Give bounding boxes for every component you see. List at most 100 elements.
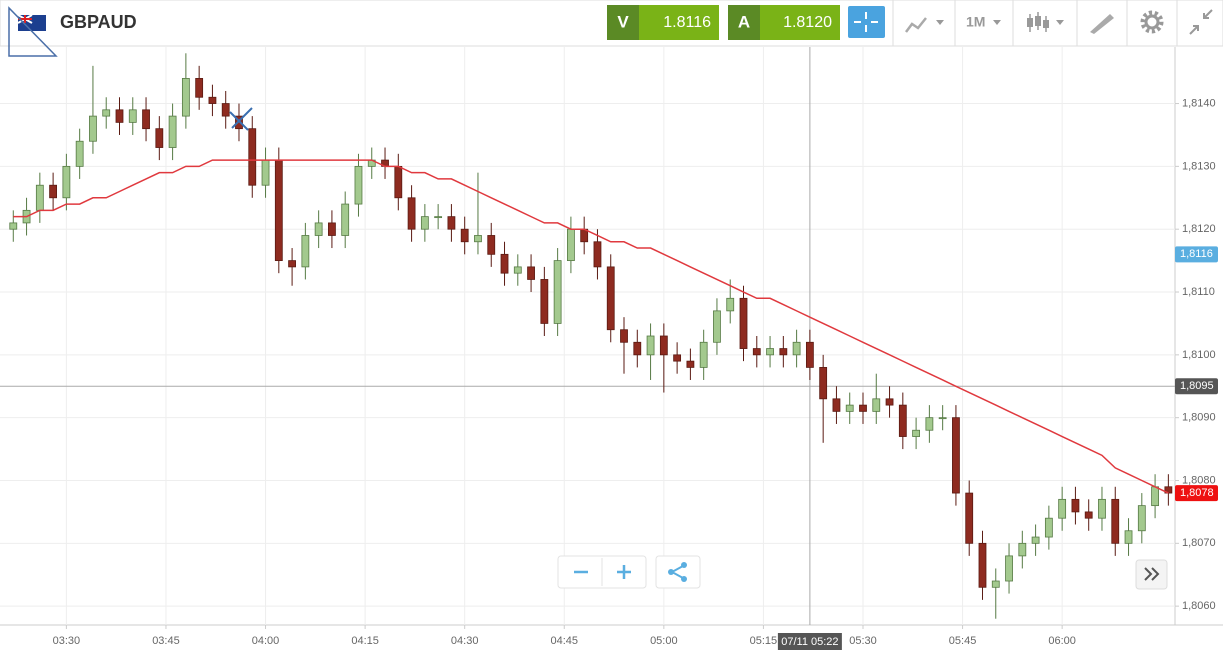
candle-body — [713, 310, 721, 343]
collapse-icon[interactable] — [1189, 9, 1213, 35]
scroll-to-end[interactable] — [1135, 559, 1168, 590]
candle-body — [925, 417, 934, 431]
candle-body — [779, 348, 788, 356]
candle-body — [1137, 505, 1146, 532]
x-tick-label: 04:00 — [252, 635, 280, 647]
candle-body — [447, 216, 456, 230]
sell-label: V — [617, 12, 629, 31]
candle-body — [1058, 498, 1067, 519]
dropdown-arrow — [1056, 20, 1064, 25]
y-tick-label: 1,8070 — [1182, 537, 1216, 549]
x-tick-label: 05:45 — [949, 635, 977, 647]
candle-body — [1018, 542, 1027, 557]
candle-body — [673, 354, 682, 362]
indicator-body — [1035, 16, 1041, 26]
buy-label: A — [738, 12, 750, 31]
y-tick-label: 1,8120 — [1182, 223, 1216, 235]
candle-body — [991, 580, 1000, 588]
drawing-tool[interactable] — [1090, 14, 1114, 34]
candle-body — [89, 115, 97, 142]
buy-button[interactable]: A 1.8120 — [728, 5, 840, 40]
indicator-body — [1027, 18, 1033, 27]
candle-body — [872, 398, 881, 412]
buy-price-box — [760, 5, 840, 40]
candle-body — [9, 222, 18, 230]
candle-body — [553, 260, 562, 324]
zoom-in[interactable] — [617, 565, 631, 579]
candle-body — [301, 235, 310, 268]
x-tick-label: 06:00 — [1048, 635, 1076, 647]
chart-type-menu[interactable] — [905, 17, 944, 33]
candle-body — [726, 297, 735, 312]
y-tick-label: 1,8100 — [1182, 349, 1216, 361]
price-marker-label: 1,8116 — [1180, 248, 1213, 260]
candle-body — [620, 329, 628, 343]
gear-ring — [1144, 14, 1160, 30]
candle-body — [659, 335, 668, 356]
candle-body — [420, 216, 429, 230]
candle-body — [248, 128, 257, 186]
settings[interactable] — [1140, 10, 1164, 34]
price-marker — [1175, 485, 1218, 502]
indicator-menu[interactable] — [1027, 12, 1064, 32]
candle-body — [912, 429, 921, 437]
candle-body — [965, 492, 974, 544]
x-tick-label: 03:30 — [53, 635, 81, 647]
flag[interactable] — [17, 14, 46, 31]
dropdown-arrow — [936, 20, 944, 25]
price-marker — [1175, 246, 1218, 263]
candle-body — [1151, 486, 1159, 507]
price-marker-label: 1,8078 — [1180, 487, 1214, 499]
candle-body — [1071, 498, 1080, 513]
candle-body — [859, 404, 867, 412]
candle-body — [686, 360, 695, 368]
buy-price: 1.8120 — [783, 14, 832, 31]
candle-body — [1044, 517, 1053, 538]
y-tick-label: 1,8130 — [1182, 160, 1216, 172]
candle-body — [752, 348, 761, 356]
crosshair-button[interactable] — [848, 6, 885, 38]
x-tick-label: 04:30 — [451, 635, 479, 647]
candle-body — [288, 260, 296, 268]
price-axis — [1175, 47, 1223, 625]
candle-body — [938, 417, 947, 420]
crosshair-button-bg — [848, 6, 885, 38]
corner-marker — [8, 6, 58, 57]
candle-body — [885, 398, 894, 406]
candle-body — [819, 367, 828, 400]
candle-body — [62, 165, 71, 199]
chart-type-icon — [905, 17, 927, 33]
candle-body — [341, 203, 350, 236]
buy-label-box — [728, 5, 760, 40]
symbol: GBPAUD — [60, 12, 137, 32]
candle-body — [181, 78, 190, 117]
indicator-body — [1043, 20, 1049, 28]
candle-body — [1098, 498, 1106, 519]
x-tick-label: 05:00 — [650, 635, 678, 647]
x-tick-label: 05:30 — [849, 635, 877, 647]
price-marker-label: 1,8095 — [1180, 380, 1214, 392]
dropdown-arrow — [993, 20, 1001, 25]
candle-body — [208, 96, 217, 104]
timeframe: 1M — [966, 14, 985, 30]
scroll-icon — [1144, 567, 1160, 581]
candle-body — [1124, 530, 1133, 544]
candle-body — [274, 159, 283, 262]
candle-body — [49, 184, 58, 199]
share-dot — [681, 562, 687, 568]
candle-body — [567, 228, 575, 262]
candle-body — [978, 542, 987, 588]
sell-button[interactable]: V 1.8116 — [607, 5, 719, 40]
candle-body — [606, 266, 615, 331]
timeframe-menu[interactable]: 1M — [966, 14, 1001, 30]
zoom-controls — [557, 555, 701, 589]
crosshair-time-box — [777, 633, 842, 650]
sell-label-box — [607, 5, 639, 40]
candle-body — [527, 266, 535, 280]
x-tick-label: 04:45 — [550, 635, 578, 647]
candle-body — [739, 297, 748, 349]
candle-body — [195, 78, 204, 98]
crosshair-time-label: 07/11 05:22 — [781, 636, 838, 648]
share[interactable] — [668, 562, 687, 582]
